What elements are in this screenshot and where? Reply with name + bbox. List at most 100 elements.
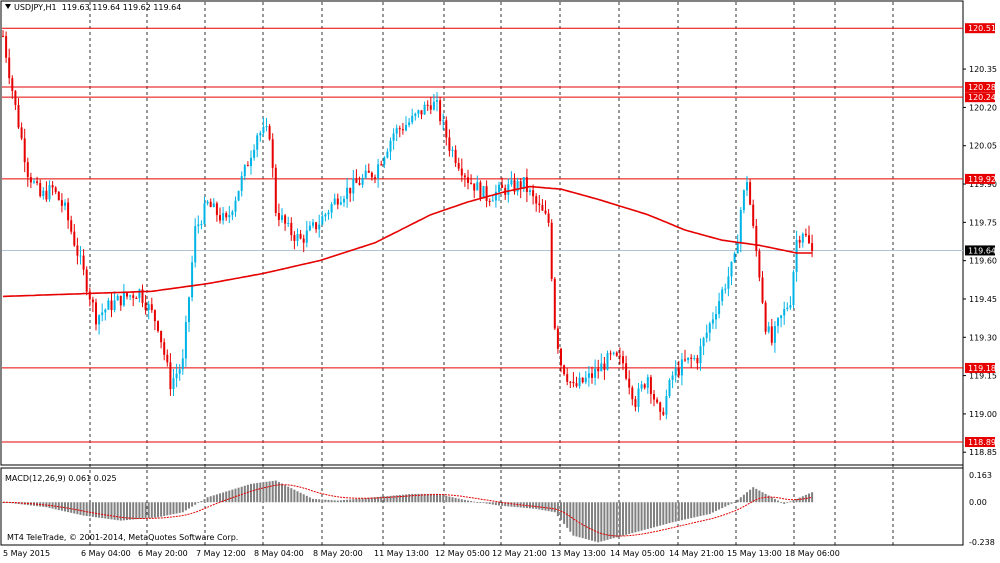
candle-bear [23,138,26,163]
level-price-box [965,92,995,103]
candle-bull [733,253,736,262]
macd-bar [197,502,200,504]
macd-bar [222,492,225,503]
candle-bull [296,233,299,241]
level-price-label: 120.24 [968,93,996,102]
price-tick-label: 119.00 [969,410,997,419]
ohlc-values: 119.63 119.64 119.62 119.64 [61,3,182,12]
candle-bear [268,126,271,140]
macd-bar [553,502,556,513]
macd-bar [488,502,491,505]
candle-bull [414,113,417,116]
candle-bull [451,149,454,151]
candle-bear [70,220,73,232]
price-tick-label: 119.30 [969,333,997,342]
macd-tick-label: 0.00 [969,498,987,507]
candle-bear [677,368,680,376]
macd-bar [436,493,438,503]
candle-bull [507,184,510,195]
candle-bull [498,184,500,192]
macd-bar [640,502,643,531]
candle-bull [671,375,674,381]
macd-bar [296,491,299,503]
candle-bear [628,378,631,388]
macd-bar [550,502,553,512]
candle-bear [141,289,144,303]
macd-bar [82,502,85,516]
candle-bear [20,127,23,139]
macd-bar [293,489,296,503]
time-tick-label: 5 May 2015 [3,549,50,558]
macd-bar [476,502,479,503]
candle-bear [538,203,541,206]
macd-bar [761,492,764,503]
macd-bar [411,493,414,503]
candle-bull [200,224,203,226]
macd-bar [380,496,383,503]
macd-bar [659,502,662,526]
candle-bull [281,215,283,220]
macd-bar [67,502,70,513]
candle-bear [439,100,442,122]
macd-bar [330,500,333,503]
candle-bear [550,222,553,279]
candle-bear [653,394,655,400]
macd-bar [786,502,789,504]
macd-bar [566,502,569,528]
macd-bar [85,502,88,517]
candle-bull [79,255,82,257]
candle-bear [8,57,11,79]
macd-bar [203,499,206,503]
level-price-box [965,23,995,34]
candle-bull [578,377,581,387]
macd-bar [423,493,426,503]
macd-bar [693,502,696,518]
candle-bull [606,353,609,370]
macd-bar [677,502,680,521]
macd-bar [494,502,497,506]
level-price-label: 119.18 [968,364,996,373]
candle-bull [646,377,649,388]
macd-bar [343,500,345,503]
candle-bull [203,203,206,225]
candle-bull [674,368,677,376]
macd-bar [228,490,231,503]
macd-bar [758,490,761,503]
macd-bar [116,502,119,521]
macd-bar [172,502,175,515]
macd-bar [346,499,349,503]
candle-bear [460,168,463,176]
macd-bar [290,488,293,503]
macd-bar [457,498,460,503]
candle-bear [649,377,652,395]
macd-bar [612,502,615,539]
macd-bar [609,502,612,539]
candle-bear [569,381,572,383]
candle-bull [262,127,265,134]
macd-bar [606,502,609,540]
macd-bar [274,480,277,503]
candle-bull [383,157,386,165]
candle-bull [231,211,234,216]
candle-bear [219,215,221,221]
macd-bar [504,502,507,507]
candle-bull [181,358,184,370]
macd-bar [318,499,321,503]
macd-bar [383,496,386,503]
candle-bear [603,363,606,370]
macd-bar [739,497,742,503]
candle-bull [491,200,494,202]
candle-bear [597,368,600,372]
candle-bull [711,319,714,324]
candle-bear [804,233,807,236]
level-price-label: 120.28 [968,83,996,92]
dropdown-triangle-icon[interactable] [5,4,11,9]
candle-bear [380,164,383,166]
candle-bull [594,368,597,378]
candle-bull [482,186,485,199]
candle-bull [259,133,262,136]
candle-bear [553,278,556,329]
candle-bear [752,204,755,226]
